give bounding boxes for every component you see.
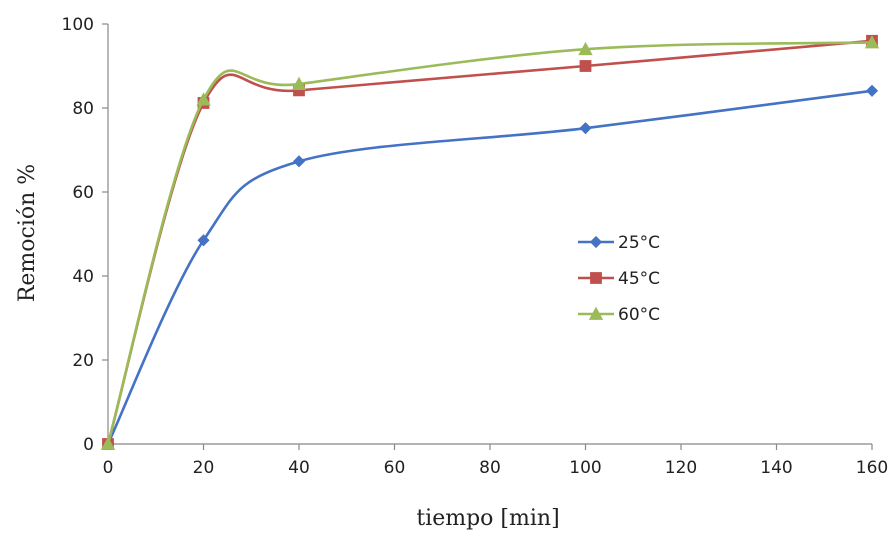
y-tick-label: 40 (72, 267, 94, 287)
series-line (106, 89, 873, 445)
data-point (865, 84, 879, 97)
x-tick-label: 100 (569, 458, 601, 478)
legend-swatch-marker (590, 272, 602, 284)
series-2 (100, 35, 880, 450)
y-axis-title: Remoción % (15, 164, 40, 302)
series-line (106, 39, 873, 445)
data-point (292, 155, 306, 168)
data-point (578, 41, 593, 56)
series-layer (100, 34, 880, 451)
x-axis-title: tiempo [min] (416, 506, 559, 531)
x-tick-label: 20 (193, 458, 215, 478)
data-point (100, 436, 116, 450)
x-tick-label: 80 (479, 458, 501, 478)
legend-item: 25°C (578, 233, 660, 253)
legend-label: 45°C (618, 269, 660, 289)
legend-item: 60°C (578, 305, 660, 325)
x-tick-label: 160 (856, 458, 888, 478)
y-tick-label: 0 (83, 435, 94, 455)
x-tick-label: 60 (384, 458, 406, 478)
x-tick-label: 40 (288, 458, 310, 478)
x-tick-label: 140 (760, 458, 792, 478)
series-line (106, 41, 873, 445)
data-point (196, 92, 211, 106)
legend-item: 45°C (578, 269, 660, 289)
legend-label: 60°C (618, 305, 660, 325)
legend-swatch-marker (589, 235, 603, 249)
series-0 (101, 84, 879, 451)
y-tick-label: 60 (72, 183, 94, 203)
data-point (291, 76, 307, 90)
y-tick-label: 100 (62, 15, 94, 35)
x-tick-label: 0 (103, 458, 114, 478)
data-point (579, 122, 592, 135)
data-point (197, 234, 210, 247)
series-1 (102, 34, 878, 450)
y-tick-label: 20 (72, 351, 94, 371)
x-tick-label: 120 (665, 458, 697, 478)
legend: 25°C 45°C 60°C (578, 233, 660, 325)
legend-swatch-marker (588, 306, 604, 320)
data-point (864, 35, 880, 49)
y-tick-label: 80 (72, 99, 94, 119)
data-point (579, 60, 592, 72)
legend-label: 25°C (618, 233, 660, 253)
axes: 0 20 40 60 80 100 0 20 40 60 80 100 120 140 160 (62, 15, 889, 478)
